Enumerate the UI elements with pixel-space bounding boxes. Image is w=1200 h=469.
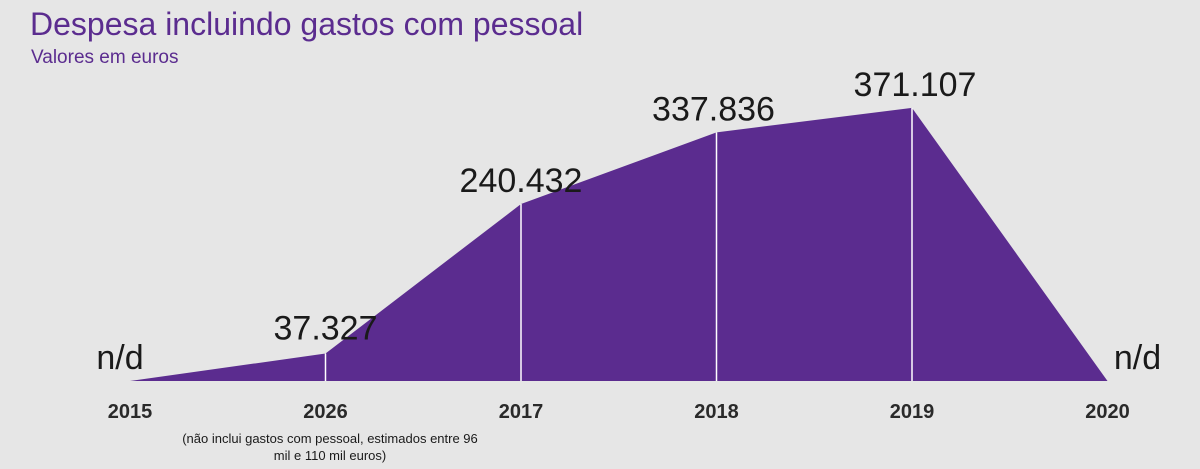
x-tick-label-2026: 2026 <box>303 401 348 423</box>
x-tick-label-2015: 2015 <box>108 401 153 423</box>
chart-subtitle: Valores em euros <box>31 47 179 68</box>
data-label-2015: n/d <box>96 339 143 377</box>
data-label-2017: 240.432 <box>460 162 583 200</box>
x-tick-label-2017: 2017 <box>499 401 544 423</box>
area-fill <box>130 107 1108 382</box>
data-label-2018: 337.836 <box>652 90 775 128</box>
data-label-2026: 37.327 <box>274 310 378 348</box>
x-tick-label-2019: 2019 <box>890 401 935 423</box>
x-tick-label-2018: 2018 <box>694 401 739 423</box>
data-label-2019: 371.107 <box>854 66 977 104</box>
chart-title: Despesa incluindo gastos com pessoal <box>30 6 584 42</box>
data-label-2020: n/d <box>1114 339 1161 377</box>
chart-footnote: (não inclui gastos com pessoal, estimado… <box>182 431 478 463</box>
x-tick-label-2020: 2020 <box>1085 401 1130 423</box>
